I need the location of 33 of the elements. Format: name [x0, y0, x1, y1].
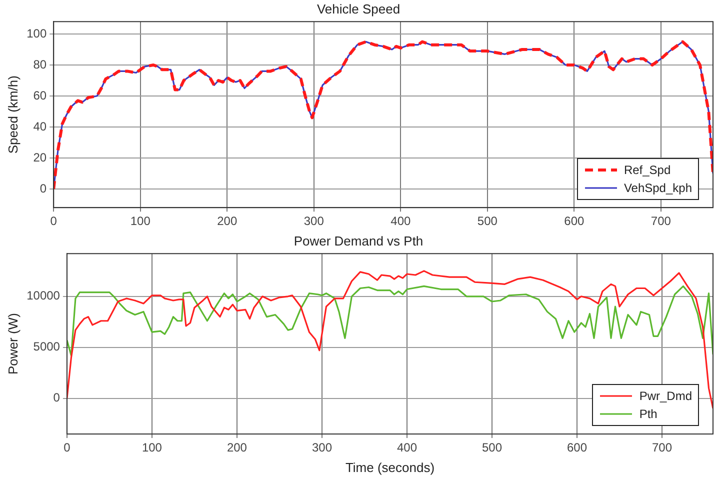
x-tick-label: 200 — [226, 440, 248, 455]
x-tick-label: 400 — [390, 214, 411, 228]
x-tick-label: 300 — [312, 440, 332, 455]
y-tick-label: 100 — [26, 26, 47, 40]
x-tick-label: 500 — [477, 214, 498, 228]
y-axis-title: Speed (km/h) — [5, 76, 20, 154]
x-tick-label: 100 — [130, 214, 151, 228]
legend-label: Pwr_Dmd — [639, 388, 692, 405]
legend-label: VehSpd_kph — [624, 180, 692, 197]
x-tick-label: 0 — [64, 440, 71, 455]
x-tick-label: 300 — [304, 214, 324, 228]
y-tick-label: 80 — [33, 57, 47, 72]
y-tick-label: 0 — [53, 390, 60, 405]
chart-title: Power Demand vs Pth — [294, 233, 424, 248]
x-tick-label: 700 — [652, 440, 672, 455]
y-tick-label: 20 — [33, 150, 47, 164]
y-tick-label: 60 — [33, 88, 47, 102]
x-axis-title: Time (seconds) — [345, 460, 435, 475]
y-tick-label: 10000 — [26, 288, 60, 303]
x-tick-label: 200 — [217, 214, 238, 228]
y-axis-title: Power (W) — [5, 313, 20, 374]
x-tick-label: 500 — [482, 440, 502, 455]
x-tick-label: 100 — [142, 440, 162, 455]
x-tick-label: 400 — [396, 440, 418, 455]
y-tick-label: 0 — [40, 181, 47, 196]
legend-label: Pth — [639, 406, 658, 423]
x-tick-label: 700 — [650, 214, 672, 228]
x-tick-label: 600 — [566, 440, 588, 455]
legend-label: Ref_Spd — [624, 162, 671, 179]
y-tick-label: 5000 — [33, 340, 60, 354]
chart-title: Vehicle Speed — [316, 1, 400, 16]
x-tick-label: 600 — [564, 214, 585, 228]
y-tick-label: 40 — [33, 119, 47, 134]
